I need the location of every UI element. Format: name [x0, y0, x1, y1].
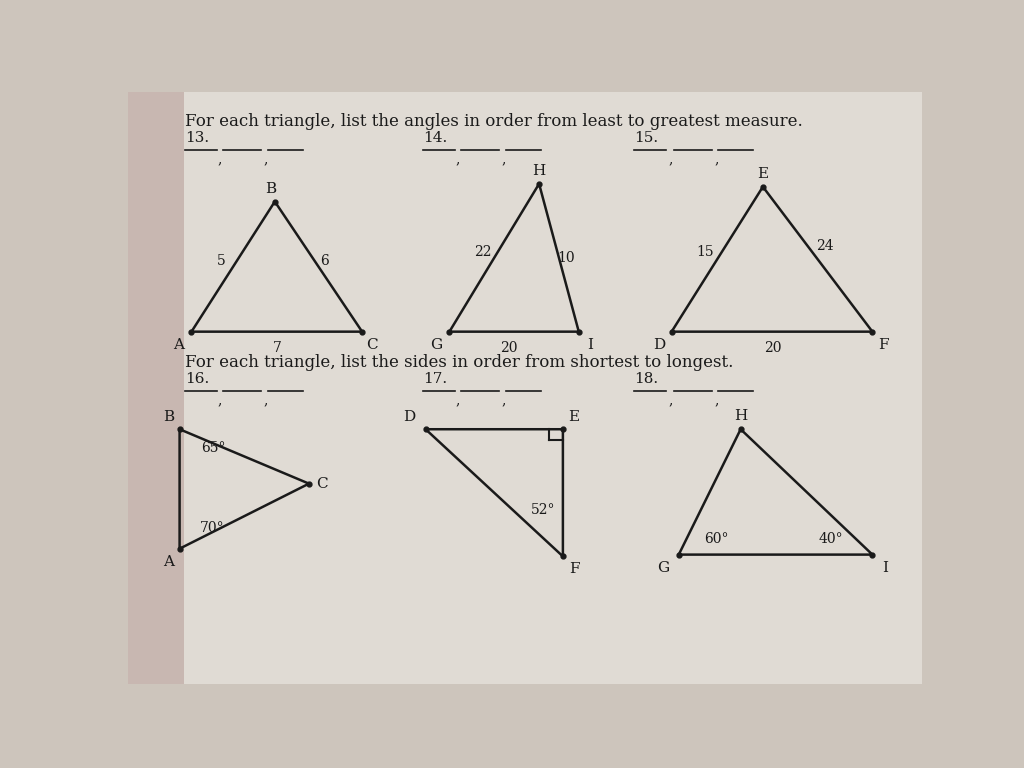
Text: 20: 20 — [764, 341, 781, 355]
Text: 40°: 40° — [818, 531, 843, 545]
Text: A: A — [163, 554, 174, 568]
Text: D: D — [652, 338, 665, 352]
Text: 65°: 65° — [201, 441, 225, 455]
Text: A: A — [173, 338, 184, 352]
Text: H: H — [734, 409, 748, 423]
Text: ,: , — [456, 394, 461, 408]
Text: 17.: 17. — [423, 372, 447, 386]
Text: 60°: 60° — [705, 531, 729, 545]
Text: 6: 6 — [321, 253, 329, 268]
Text: I: I — [587, 338, 593, 352]
Text: ,: , — [715, 394, 719, 408]
Text: 10: 10 — [557, 250, 574, 265]
Bar — [128, 92, 183, 684]
Text: C: C — [315, 477, 328, 491]
Text: ,: , — [715, 153, 719, 167]
Text: C: C — [366, 338, 378, 352]
Text: For each triangle, list the sides in order from shortest to longest.: For each triangle, list the sides in ord… — [185, 353, 733, 370]
Text: 24: 24 — [816, 239, 834, 253]
Text: G: G — [656, 561, 669, 574]
Text: D: D — [403, 410, 416, 425]
Text: B: B — [163, 410, 174, 425]
Text: 15: 15 — [696, 245, 714, 259]
Text: E: E — [758, 167, 768, 180]
Text: ,: , — [669, 394, 673, 408]
Text: G: G — [430, 338, 442, 352]
Text: E: E — [568, 410, 580, 425]
Text: ,: , — [264, 394, 268, 408]
Text: ,: , — [218, 394, 222, 408]
Text: 22: 22 — [474, 245, 492, 259]
Text: 70°: 70° — [200, 521, 224, 535]
Text: 7: 7 — [272, 341, 282, 355]
Text: B: B — [265, 181, 276, 196]
Text: 14.: 14. — [423, 131, 447, 144]
Text: ,: , — [502, 153, 506, 167]
Text: ,: , — [502, 394, 506, 408]
Text: 5: 5 — [217, 253, 226, 268]
Text: ,: , — [669, 153, 673, 167]
Text: ,: , — [218, 153, 222, 167]
Text: 18.: 18. — [634, 372, 658, 386]
Text: For each triangle, list the angles in order from least to greatest measure.: For each triangle, list the angles in or… — [185, 113, 803, 130]
Text: H: H — [532, 164, 546, 178]
Text: 16.: 16. — [185, 372, 209, 386]
Text: I: I — [882, 561, 888, 574]
Text: 20: 20 — [500, 341, 518, 355]
Text: ,: , — [456, 153, 461, 167]
Text: 15.: 15. — [634, 131, 658, 144]
Text: ,: , — [264, 153, 268, 167]
Text: 13.: 13. — [185, 131, 209, 144]
Text: F: F — [879, 338, 889, 352]
Text: 52°: 52° — [531, 503, 556, 518]
Text: F: F — [568, 562, 580, 577]
